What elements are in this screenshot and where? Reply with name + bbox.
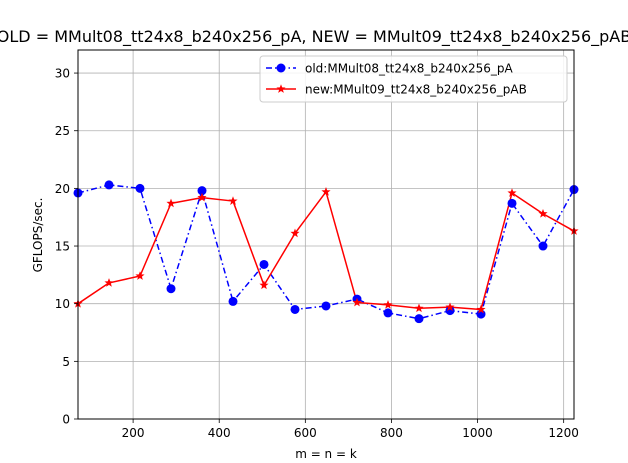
x-axis: 200 400 600 800 1000 1200 xyxy=(122,419,579,440)
data-point-old xyxy=(445,306,455,316)
data-point-old xyxy=(228,296,238,306)
y-axis-label: GFLOPS/sec. xyxy=(31,198,45,273)
series-line-old xyxy=(78,184,574,320)
data-point-new xyxy=(290,228,300,238)
data-point-old xyxy=(321,301,331,311)
x-tick-label: 200 xyxy=(122,426,145,440)
data-point-new xyxy=(383,300,393,309)
data-point-new xyxy=(104,278,114,287)
data-point-new xyxy=(135,271,145,280)
y-tick-label: 15 xyxy=(55,240,70,254)
x-axis-label: m = n = k xyxy=(295,447,357,461)
plot-frame xyxy=(77,49,575,420)
data-point-old xyxy=(104,180,114,190)
data-point-old xyxy=(197,186,207,196)
data-point-new xyxy=(228,196,238,205)
data-point-new xyxy=(507,188,517,197)
legend-box xyxy=(259,55,568,103)
data-point-new xyxy=(352,297,362,307)
x-tick-label: 1200 xyxy=(548,426,579,440)
data-point-old xyxy=(414,314,424,324)
legend-marker-new xyxy=(276,84,286,93)
data-point-new xyxy=(166,198,176,208)
legend-entry-new: new:MMult09_tt24x8_b240x256_pAB xyxy=(266,83,527,97)
y-tick-label: 30 xyxy=(55,67,70,81)
data-point-new xyxy=(414,303,424,313)
legend-marker-old xyxy=(276,63,286,73)
data-point-old xyxy=(135,183,145,193)
data-point-old xyxy=(507,198,517,208)
data-point-old xyxy=(166,284,176,294)
legend-entry-old: old:MMult08_tt24x8_b240x256_pA xyxy=(266,62,514,76)
data-point-new xyxy=(197,192,207,202)
chart-title: OLD = MMult08_tt24x8_b240x256_pA, NEW = … xyxy=(0,27,628,47)
x-tick-label: 600 xyxy=(294,426,317,440)
y-axis: 0 5 10 15 20 25 30 xyxy=(55,67,78,427)
y-tick-label: 10 xyxy=(55,297,70,311)
y-tick-label: 20 xyxy=(55,182,70,196)
legend-label-new: new:MMult09_tt24x8_b240x256_pAB xyxy=(305,83,527,97)
legend-label-old: old:MMult08_tt24x8_b240x256_pA xyxy=(305,62,514,76)
y-tick-label: 5 xyxy=(62,355,70,369)
data-point-new xyxy=(538,208,548,218)
x-tick-label: 1000 xyxy=(462,426,493,440)
data-point-new xyxy=(321,187,331,196)
data-point-old xyxy=(383,308,393,318)
data-point-new xyxy=(445,302,455,312)
data-point-old xyxy=(259,259,269,269)
y-tick-label: 25 xyxy=(55,124,70,138)
data-point-old xyxy=(538,241,548,251)
y-tick-label: 0 xyxy=(62,413,70,427)
x-tick-label: 400 xyxy=(208,426,231,440)
x-tick-label: 800 xyxy=(380,426,403,440)
data-point-old xyxy=(290,304,300,314)
data-point-new xyxy=(259,280,269,290)
data-point-new xyxy=(476,304,486,314)
legend: old:MMult08_tt24x8_b240x256_pA new:MMult… xyxy=(259,55,568,103)
